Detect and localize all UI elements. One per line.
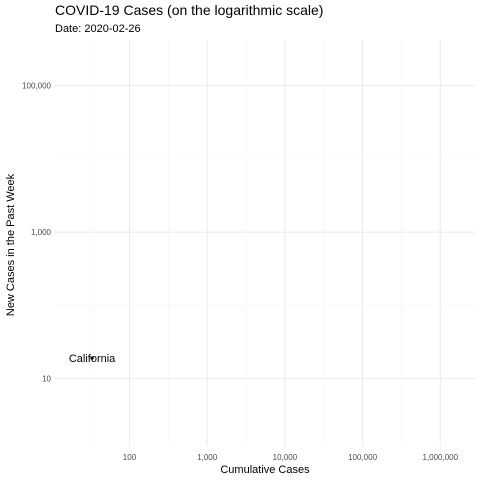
x-tick-label: 100	[123, 453, 137, 462]
y-tick-labels: 10 1,000 100,000	[22, 82, 51, 384]
grid-major	[55, 40, 475, 446]
data-point	[90, 356, 94, 360]
y-tick-label: 1,000	[31, 228, 52, 237]
data-marks: California	[69, 353, 116, 365]
grid-minor	[55, 40, 475, 446]
x-tick-label: 1,000,000	[422, 453, 458, 462]
point-label: California	[69, 353, 116, 365]
y-tick-label: 100,000	[22, 82, 51, 91]
x-tick-label: 100,000	[348, 453, 377, 462]
y-axis-title: New Cases in the Past Week	[5, 173, 17, 316]
chart-subtitle: Date: 2020-02-26	[55, 23, 141, 35]
x-axis-title: Cumulative Cases	[220, 464, 310, 476]
x-tick-label: 1,000	[197, 453, 218, 462]
y-tick-label: 10	[42, 375, 51, 384]
x-tick-labels: 100 1,000 10,000 100,000 1,000,000	[123, 453, 459, 462]
x-tick-label: 10,000	[273, 453, 298, 462]
chart-title: COVID-19 Cases (on the logarithmic scale…	[55, 2, 323, 18]
